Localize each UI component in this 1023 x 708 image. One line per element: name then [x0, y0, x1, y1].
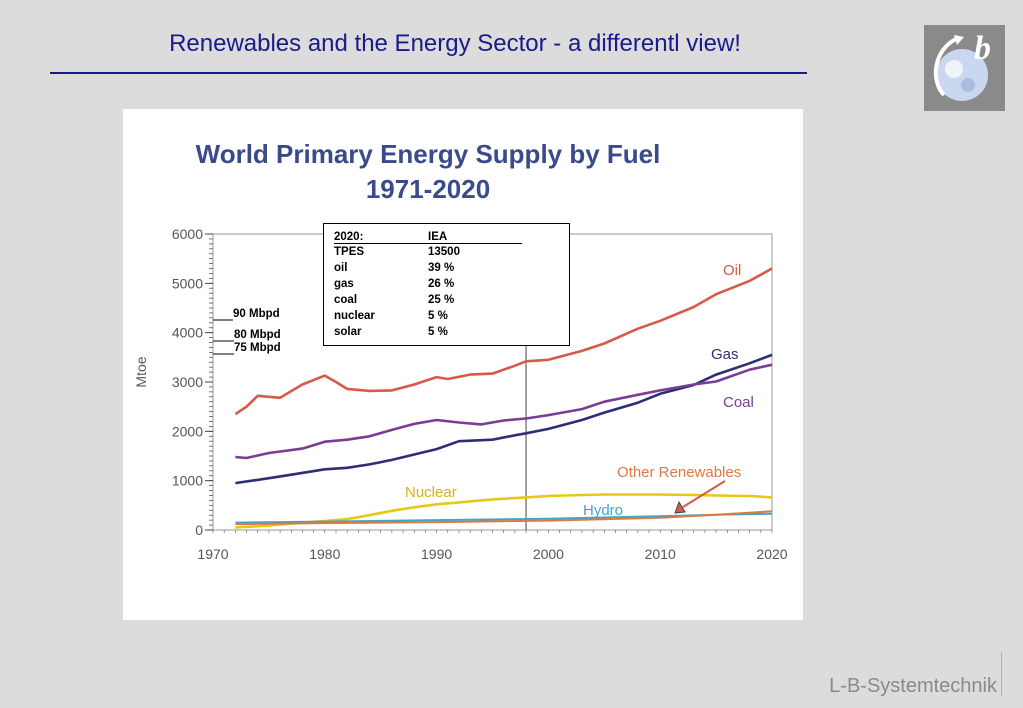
- info-value: 25 %: [428, 294, 455, 306]
- y-tick-label: 1000: [172, 473, 203, 489]
- info-value: 39 %: [428, 262, 455, 274]
- series-label: Gas: [711, 346, 739, 363]
- y-tick-label: 0: [195, 522, 203, 538]
- info-key: coal: [334, 294, 358, 306]
- x-tick-label: 1990: [421, 546, 452, 562]
- footer-brand: L-B-Systemtechnik: [829, 675, 997, 697]
- info-key: solar: [334, 326, 362, 338]
- info-header-value: IEA: [428, 231, 448, 243]
- info-header-rule: [334, 243, 522, 244]
- x-tick-label: 2010: [645, 546, 676, 562]
- series-label: Oil: [723, 262, 741, 279]
- series-line-other-renewables: [235, 510, 773, 526]
- x-tick-label: 1980: [309, 546, 340, 562]
- moon-b-logo-icon: b: [924, 25, 1005, 111]
- info-row-nuclear: nuclear 5 %: [334, 310, 524, 326]
- mbpd-label: 75 Mbpd: [234, 342, 281, 354]
- y-tick-label: 4000: [172, 325, 203, 341]
- info-value: 13500: [428, 246, 460, 258]
- info-row-tpes: TPES 13500: [334, 246, 524, 262]
- mbpd-label: 90 Mbpd: [233, 308, 280, 320]
- series-label: Nuclear: [405, 484, 457, 501]
- chart-title-line1: World Primary Energy Supply by Fuel: [195, 139, 661, 169]
- chart-plot: 0 1000 2000 3000 4000 5000 6000 1970 1980 1990 200…: [133, 226, 788, 562]
- series-label: Other Renewables: [617, 464, 741, 481]
- chart-title: World Primary Energy Supply by Fuel 1971…: [123, 137, 733, 207]
- x-tick-label: 1970: [197, 546, 228, 562]
- info-key: nuclear: [334, 310, 375, 322]
- series-line-oil: [234, 267, 773, 416]
- info-row-coal: coal 25 %: [334, 294, 524, 310]
- x-tick-label: 2020: [756, 546, 787, 562]
- y-tick-label: 3000: [172, 374, 203, 390]
- info-value: 5 %: [428, 310, 448, 322]
- mbpd-label: 80 Mbpd: [234, 329, 281, 341]
- y-tick-label: 6000: [172, 226, 203, 242]
- info-key: TPES: [334, 246, 365, 258]
- pointer-arrowhead: [674, 500, 686, 514]
- series-label: Hydro: [583, 502, 623, 519]
- info-row-gas: gas 26 %: [334, 278, 524, 294]
- chart-title-line2: 1971-2020: [365, 174, 491, 204]
- info-header-key: 2020:: [334, 231, 364, 243]
- info-row-oil: oil 39 %: [334, 262, 524, 278]
- series-line-coal: [235, 363, 773, 460]
- info-box: 2020: IEA TPES 13500 oil 39 % gas 26 % c…: [323, 223, 570, 346]
- info-value: 26 %: [428, 278, 455, 290]
- y-tick-label: 2000: [172, 423, 203, 439]
- series-line-gas: [235, 353, 773, 485]
- other-renewables-pointer: [682, 480, 726, 508]
- series-line-nuclear: [235, 493, 773, 529]
- y-axis-label: Mtoe: [133, 356, 149, 387]
- info-header: 2020: IEA: [334, 231, 524, 247]
- series-label: Coal: [723, 394, 754, 411]
- slide-title: Renewables and the Energy Sector - a dif…: [169, 30, 741, 57]
- info-row-solar: solar 5 %: [334, 326, 524, 342]
- info-key: gas: [334, 278, 354, 290]
- y-tick-label: 5000: [172, 275, 203, 291]
- chart-panel: 0 1000 2000 3000 4000 5000 6000 1970 1980 1990 200…: [123, 109, 803, 620]
- svg-text:b: b: [974, 30, 991, 67]
- info-key: oil: [334, 262, 348, 274]
- footer-divider: [1001, 652, 1002, 696]
- x-tick-label: 2000: [533, 546, 564, 562]
- title-divider: [50, 72, 807, 74]
- info-value: 5 %: [428, 326, 448, 338]
